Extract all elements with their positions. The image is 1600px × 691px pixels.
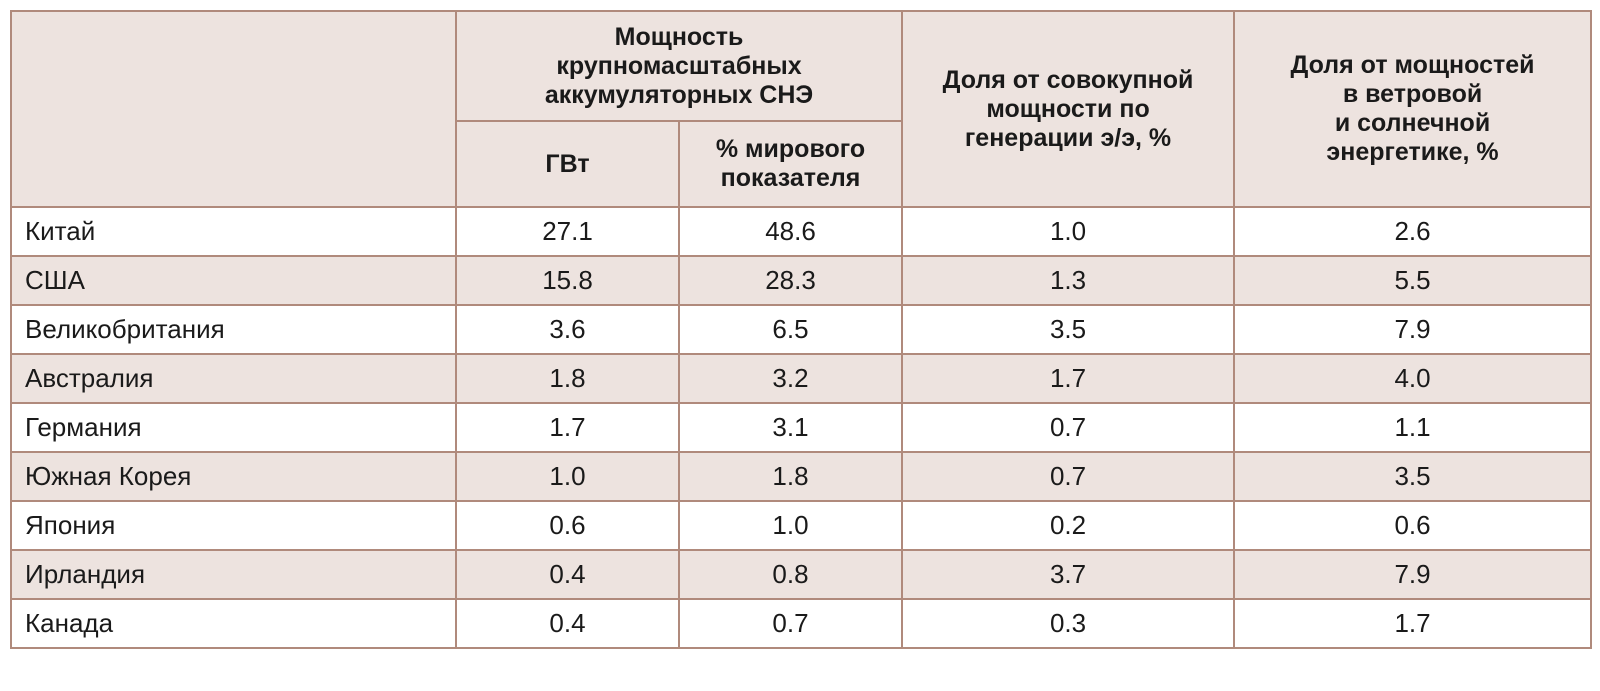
wind-solar-share-line-1: Доля от мощностей	[1290, 51, 1535, 79]
wind-solar-share-cell: 5.5	[1233, 255, 1593, 306]
gw-column-header: ГВт	[455, 120, 680, 208]
gw-cell: 1.8	[455, 353, 680, 404]
world-share-cell: 28.3	[677, 255, 904, 306]
world-share-cell: 48.6	[677, 206, 904, 257]
world-share-cell: 1.8	[677, 451, 904, 502]
country-cell: Великобритания	[10, 304, 457, 355]
wind-solar-share-cell: 7.9	[1233, 304, 1593, 355]
wind-solar-share-cell: 0.6	[1233, 500, 1593, 551]
wind-solar-share-column-header: Доля от мощностей в ветровой и солнечной…	[1233, 10, 1593, 208]
wind-solar-share-line-2: в ветровой	[1342, 80, 1483, 108]
wind-solar-share-cell: 1.1	[1233, 402, 1593, 453]
generation-share-cell: 0.7	[901, 402, 1236, 453]
country-column-header	[10, 10, 457, 208]
table-row: Ирландия 0.4 0.8 3.7 7.9	[10, 549, 1593, 600]
table-row: Южная Корея 1.0 1.8 0.7 3.5	[10, 451, 1593, 502]
battery-storage-table-container: Мощность крупномасштабных аккумуляторных…	[10, 10, 1593, 649]
table-row: Великобритания 3.6 6.5 3.5 7.9	[10, 304, 1593, 355]
generation-share-line-2: мощности по	[986, 94, 1150, 123]
table-row: Германия 1.7 3.1 0.7 1.1	[10, 402, 1593, 453]
table-body: Китай 27.1 48.6 1.0 2.6 США 15.8 28.3 1.3 5.5 Вели…	[10, 206, 1593, 649]
country-cell: Австралия	[10, 353, 457, 404]
generation-share-column-header: Доля от совокупной мощности по генерации…	[901, 10, 1236, 208]
generation-share-cell: 1.7	[901, 353, 1236, 404]
wind-solar-share-line-4: энергетике, %	[1326, 138, 1499, 166]
gw-cell: 1.0	[455, 451, 680, 502]
wind-solar-share-cell: 3.5	[1233, 451, 1593, 502]
gw-cell: 1.7	[455, 402, 680, 453]
gw-cell: 0.4	[455, 598, 680, 649]
wind-solar-share-line-3: и солнечной	[1334, 109, 1491, 137]
generation-share-line-3: генерации э/э, %	[964, 123, 1172, 152]
world-share-cell: 0.7	[677, 598, 904, 649]
generation-share-cell: 1.3	[901, 255, 1236, 306]
world-share-column-header: % мирового показателя	[677, 120, 904, 208]
generation-share-cell: 0.3	[901, 598, 1236, 649]
generation-share-line-1: Доля от совокупной	[942, 65, 1194, 94]
table-row: Австралия 1.8 3.2 1.7 4.0	[10, 353, 1593, 404]
generation-share-cell: 3.5	[901, 304, 1236, 355]
country-cell: Китай	[10, 206, 457, 257]
gw-cell: 3.6	[455, 304, 680, 355]
country-cell: Япония	[10, 500, 457, 551]
table-row: Китай 27.1 48.6 1.0 2.6	[10, 206, 1593, 257]
world-share-cell: 3.1	[677, 402, 904, 453]
country-cell: Южная Корея	[10, 451, 457, 502]
world-share-line-1: % мирового	[715, 135, 866, 163]
group-title-line-3: аккумуляторных СНЭ	[544, 80, 814, 109]
storage-capacity-group-header: Мощность крупномасштабных аккумуляторных…	[454, 10, 904, 122]
group-title-line-2: крупномасштабных	[556, 51, 802, 80]
world-share-cell: 3.2	[677, 353, 904, 404]
generation-share-cell: 0.7	[901, 451, 1236, 502]
wind-solar-share-cell: 7.9	[1233, 549, 1593, 600]
world-share-line-2: показателя	[720, 164, 861, 192]
generation-share-cell: 0.2	[901, 500, 1236, 551]
table-row: Канада 0.4 0.7 0.3 1.7	[10, 598, 1593, 649]
gw-cell: 0.4	[455, 549, 680, 600]
generation-share-cell: 3.7	[901, 549, 1236, 600]
wind-solar-share-cell: 4.0	[1233, 353, 1593, 404]
gw-cell: 0.6	[455, 500, 680, 551]
country-cell: Германия	[10, 402, 457, 453]
gw-cell: 15.8	[455, 255, 680, 306]
table-row: Япония 0.6 1.0 0.2 0.6	[10, 500, 1593, 551]
world-share-cell: 1.0	[677, 500, 904, 551]
table-header: Мощность крупномасштабных аккумуляторных…	[10, 10, 1593, 208]
world-share-cell: 6.5	[677, 304, 904, 355]
wind-solar-share-cell: 2.6	[1233, 206, 1593, 257]
header-row-sub: ГВт % мирового показателя	[11, 120, 1591, 208]
group-title-line-1: Мощность	[614, 22, 744, 51]
header-row-top: Мощность крупномасштабных аккумуляторных…	[10, 10, 1593, 208]
country-cell: Ирландия	[10, 549, 457, 600]
gw-cell: 27.1	[455, 206, 680, 257]
country-cell: США	[10, 255, 457, 306]
generation-share-cell: 1.0	[901, 206, 1236, 257]
wind-solar-share-cell: 1.7	[1233, 598, 1593, 649]
world-share-cell: 0.8	[677, 549, 904, 600]
battery-storage-table: Мощность крупномасштабных аккумуляторных…	[10, 10, 1593, 649]
table-row: США 15.8 28.3 1.3 5.5	[10, 255, 1593, 306]
country-cell: Канада	[10, 598, 457, 649]
